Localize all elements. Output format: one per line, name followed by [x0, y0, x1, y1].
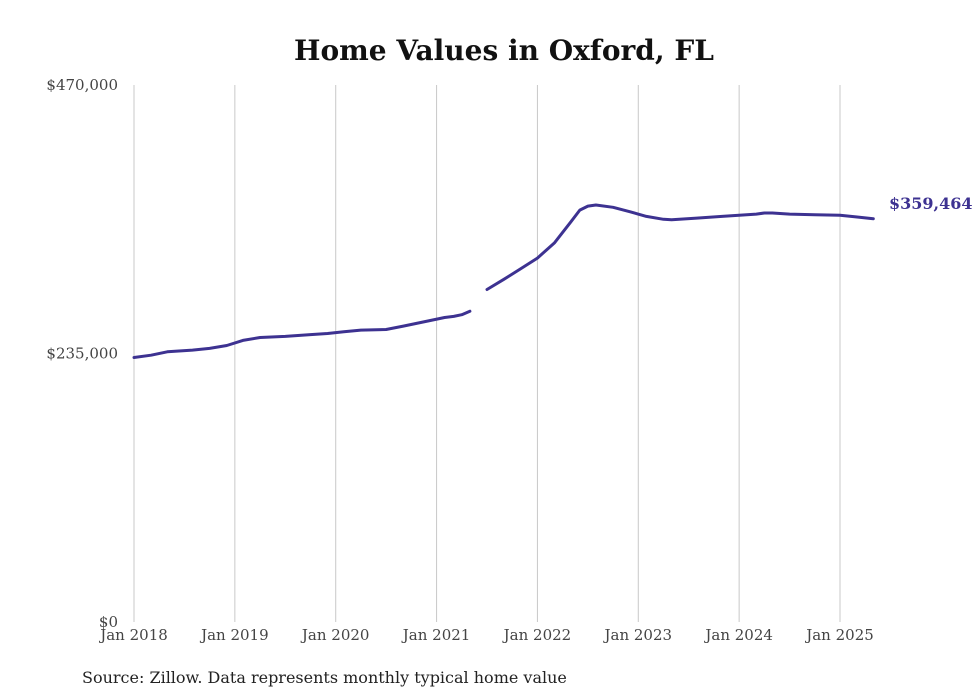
y-axis-ticks: $0 $235,000 $470,000 — [46, 76, 118, 631]
x-tick-label: Jan 2025 — [804, 626, 874, 644]
source-note: Source: Zillow. Data represents monthly … — [82, 668, 567, 687]
x-tick-label: Jan 2019 — [199, 626, 269, 644]
x-tick-label: Jan 2024 — [703, 626, 773, 644]
y-tick-label: $235,000 — [46, 345, 118, 363]
series-line-segment — [485, 203, 875, 291]
x-axis-ticks: Jan 2018 Jan 2019 Jan 2020 Jan 2021 Jan 2022… — [98, 626, 874, 644]
x-tick-label: Jan 2023 — [603, 626, 673, 644]
x-tick-label: Jan 2021 — [401, 626, 471, 644]
y-tick-label: $0 — [99, 613, 118, 631]
x-tick-label: Jan 2022 — [502, 626, 572, 644]
chart-title: Home Values in Oxford, FL — [294, 34, 714, 67]
series-line-segment — [132, 309, 472, 359]
x-tick-label: Jan 2018 — [98, 626, 168, 644]
series-line — [132, 203, 875, 359]
gridlines — [133, 85, 841, 622]
x-tick-label: Jan 2020 — [300, 626, 370, 644]
last-value-label: $359,464 — [889, 194, 973, 213]
y-tick-label: $470,000 — [46, 76, 118, 94]
